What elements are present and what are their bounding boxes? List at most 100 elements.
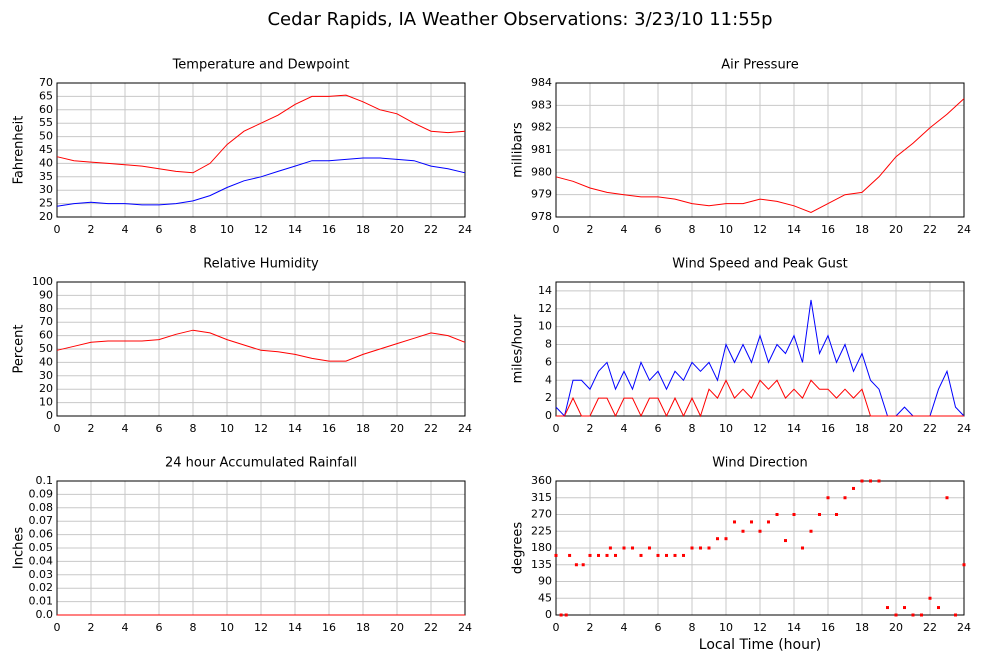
y-tick-label: 90: [538, 575, 552, 588]
y-axis-label: Percent: [12, 325, 27, 374]
y-tick-label: 10: [39, 396, 53, 409]
data-point: [775, 513, 779, 516]
x-tick-label: 6: [156, 223, 163, 236]
y-tick-label: 35: [39, 170, 53, 183]
y-tick-label: 0: [545, 608, 552, 621]
y-tick-label: 983: [531, 98, 552, 111]
y-axis-label: degrees: [511, 522, 526, 575]
data-line: [56, 157, 466, 207]
data-point: [750, 520, 753, 524]
x-tick-label: 22: [424, 422, 438, 435]
x-tick-label: 0: [54, 422, 61, 435]
x-tick-label: 16: [821, 422, 835, 435]
y-tick-label: 80: [39, 302, 53, 315]
x-tick-label: 2: [587, 621, 594, 634]
x-tick-label: 12: [753, 223, 767, 236]
x-tick-label: 22: [923, 621, 937, 634]
y-tick-label: 0.06: [29, 528, 54, 541]
y-tick-label: 0: [545, 409, 552, 422]
x-tick-label: 6: [655, 422, 662, 435]
data-point: [818, 513, 821, 516]
panel-title: Wind Speed and Peak Gust: [672, 257, 847, 272]
y-tick-label: 14: [538, 284, 552, 297]
y-tick-label: 60: [39, 329, 53, 342]
y-tick-label: 981: [531, 143, 552, 156]
y-tick-label: 0.07: [29, 514, 54, 527]
data-point: [758, 529, 762, 533]
panel-title: Wind Direction: [712, 456, 808, 471]
x-tick-label: 14: [787, 621, 801, 634]
plot-frame: [555, 82, 965, 218]
y-tick-label: 25: [39, 197, 53, 210]
y-tick-label: 0.01: [29, 595, 54, 608]
x-tick-label: 4: [621, 621, 628, 634]
data-line: [56, 329, 466, 362]
x-tick-label: 4: [621, 223, 628, 236]
y-tick-label: 65: [39, 89, 53, 102]
data-point: [673, 553, 677, 557]
data-point: [707, 546, 711, 550]
x-tick-label: 14: [787, 422, 801, 435]
y-tick-label: 50: [39, 342, 53, 355]
page-title: Cedar Rapids, IA Weather Observations: 3…: [267, 9, 772, 30]
y-tick-label: 225: [531, 524, 552, 537]
x-tick-label: 16: [821, 621, 835, 634]
data-point: [954, 613, 957, 617]
y-tick-label: 30: [39, 183, 53, 196]
data-point: [622, 546, 626, 550]
y-tick-label: 135: [531, 558, 552, 571]
x-tick-label: 22: [923, 422, 937, 435]
x-tick-label: 6: [655, 223, 662, 236]
x-tick-label: 12: [753, 621, 767, 634]
data-point: [809, 529, 813, 533]
y-tick-label: 45: [39, 143, 53, 156]
data-point: [581, 563, 585, 567]
x-tick-label: 24: [458, 223, 472, 236]
data-point: [741, 529, 745, 533]
data-point: [877, 479, 881, 483]
x-tick-label: 14: [288, 223, 302, 236]
data-point: [648, 546, 651, 550]
data-point: [564, 613, 568, 617]
y-tick-label: 0.1: [36, 474, 54, 487]
data-point: [568, 553, 572, 557]
x-tick-label: 12: [254, 621, 268, 634]
x-tick-label: 22: [424, 621, 438, 634]
data-point: [911, 613, 915, 617]
y-tick-label: 40: [39, 355, 53, 368]
x-tick-label: 20: [889, 223, 903, 236]
y-axis-label: miles/hour: [511, 314, 526, 383]
y-tick-label: 6: [545, 355, 552, 368]
y-axis-label: Fahrenheit: [12, 116, 27, 185]
y-tick-label: 2: [545, 391, 552, 404]
x-tick-label: 6: [655, 621, 662, 634]
x-tick-label: 14: [288, 621, 302, 634]
data-point: [869, 479, 872, 483]
x-tick-label: 4: [621, 422, 628, 435]
data-point: [928, 596, 932, 600]
data-point: [656, 553, 660, 557]
x-tick-label: 12: [753, 422, 767, 435]
x-tick-label: 8: [689, 621, 696, 634]
y-tick-label: 982: [531, 121, 552, 134]
x-tick-label: 2: [88, 422, 95, 435]
x-tick-label: 0: [54, 223, 61, 236]
y-tick-label: 60: [39, 103, 53, 116]
y-tick-label: 90: [39, 288, 53, 301]
data-point: [716, 537, 719, 541]
y-tick-label: 20: [39, 210, 53, 223]
x-tick-label: 2: [88, 223, 95, 236]
y-tick-label: 360: [531, 474, 552, 487]
x-tick-label: 4: [122, 223, 129, 236]
panel-title: Relative Humidity: [203, 257, 319, 272]
x-tick-label: 24: [957, 223, 971, 236]
data-point: [894, 613, 898, 617]
x-tick-label: 10: [220, 223, 234, 236]
y-tick-label: 30: [39, 369, 53, 382]
x-tick-label: 2: [587, 422, 594, 435]
data-point: [559, 613, 563, 617]
data-line: [555, 98, 965, 214]
x-tick-label: 10: [719, 223, 733, 236]
y-axis-label: millibars: [511, 122, 526, 178]
